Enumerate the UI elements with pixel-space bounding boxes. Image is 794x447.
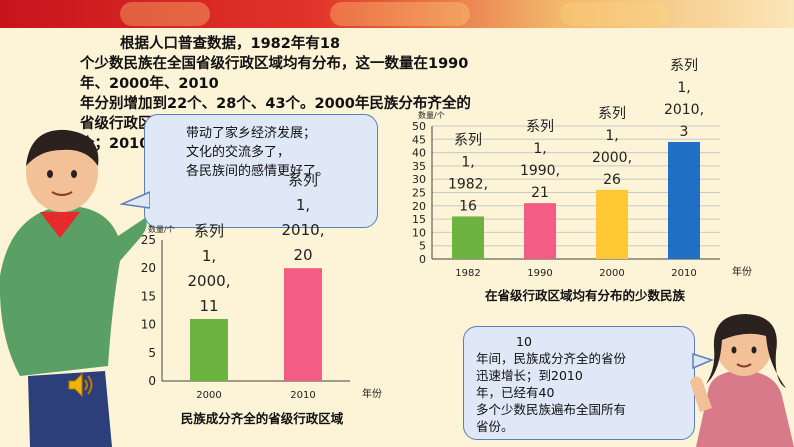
bar-data-label: 2000, (592, 150, 632, 166)
girl-bubble-tail (692, 352, 714, 370)
bar-data-label: 2010, (664, 102, 704, 118)
bar-data-label: 系列 (526, 119, 554, 135)
bar-data-label: 1, (533, 141, 546, 157)
bubble-line: 文化的交流多了， (186, 145, 291, 160)
chart-title: 在省级行政区域均有分布的少数民族 (485, 288, 686, 303)
bubble-line: 省份。 (476, 419, 514, 434)
x-tick-label: 1990 (527, 268, 552, 279)
y-tick-label: 20 (141, 261, 156, 275)
bar-data-label: 1, (677, 80, 690, 96)
bar-data-label: 系列 (454, 132, 482, 148)
bar-data-label: 系列 (288, 171, 318, 189)
y-tick-label: 15 (141, 289, 156, 303)
x-tick-label: 2000 (599, 268, 624, 279)
bar-data-label: 1990, (520, 163, 560, 179)
bar-data-label: 21 (531, 185, 549, 201)
x-axis-label: 年份 (362, 387, 382, 400)
y-tick-label: 10 (141, 318, 156, 332)
boy-bubble-tail (120, 191, 150, 209)
bar (596, 189, 628, 259)
boy-speech-bubble: 带动了家乡经济发展； 文化的交流多了， 各民族间的感情更好了。 (144, 114, 378, 228)
bar-data-label: 26 (603, 172, 621, 188)
x-tick-label: 2000 (196, 390, 221, 401)
speaker-icon[interactable] (66, 370, 96, 400)
banner-decoration (120, 2, 210, 26)
bubble-line: 各民族间的感情更好了。 (186, 164, 330, 179)
bar-data-label: 2010, (282, 221, 325, 239)
bar-data-label: 2000, (188, 272, 231, 290)
bar (284, 268, 322, 381)
girl-speech-bubble: 10 年间，民族成分齐全的省份 迅速增长；到2010 年，已经有40 多个少数民… (463, 326, 695, 440)
y-axis-label: 数量/个 (418, 110, 445, 120)
bar (524, 203, 556, 259)
paragraph-line: 个少数民族在全国省级行政区域均有分布，这一数量在1990年、2000年、2010 (80, 56, 469, 92)
bar-data-label: 系列 (194, 222, 224, 240)
y-tick-label: 25 (412, 187, 426, 200)
bar-data-label: 1, (202, 247, 216, 265)
bar-data-label: 1, (461, 154, 474, 170)
bubble-line: 带动了家乡经济发展； (186, 126, 317, 141)
paragraph-line: 根据人口普查数据，1982年有18 (120, 36, 341, 52)
bubble-line: 年，已经有40 (476, 385, 555, 400)
y-tick-label: 5 (419, 240, 426, 253)
bar-data-label: 1, (605, 128, 618, 144)
y-tick-label: 50 (412, 120, 426, 133)
bar-data-label: 11 (199, 297, 218, 315)
y-axis-label: 数量/个 (148, 224, 175, 234)
bubble-line: 迅速增长；到2010 (476, 368, 583, 383)
x-tick-label: 1982 (455, 268, 480, 279)
bar-data-label: 1982, (448, 176, 488, 192)
bar-data-label: 16 (459, 198, 477, 214)
girl-illustration (690, 314, 794, 447)
banner-decoration (560, 2, 670, 26)
bubble-line: 年间，民族成分齐全的省份 (476, 351, 627, 366)
bubble-line: 多个少数民族遍布全国所有 (476, 402, 627, 417)
y-tick-label: 35 (412, 160, 426, 173)
y-tick-label: 45 (412, 133, 426, 146)
chart-title: 民族成分齐全的省级行政区域 (181, 411, 344, 426)
banner-decoration (330, 2, 470, 26)
bubble-line: 10 (516, 334, 532, 349)
bar-data-label: 3 (680, 124, 689, 140)
bar-data-label: 1, (296, 196, 310, 214)
bar (452, 216, 484, 259)
y-tick-label: 20 (412, 200, 426, 213)
x-tick-label: 2010 (671, 268, 696, 279)
bar-data-label: 系列 (670, 58, 698, 74)
x-axis-label: 年份 (732, 265, 752, 278)
y-tick-label: 5 (148, 346, 156, 360)
bar-data-label: 系列 (598, 106, 626, 122)
bar (190, 318, 228, 381)
top-banner (0, 0, 794, 28)
bar (668, 141, 700, 259)
y-tick-label: 25 (141, 233, 156, 247)
y-tick-label: 30 (412, 173, 426, 186)
y-tick-label: 10 (412, 226, 426, 239)
y-tick-label: 15 (412, 213, 426, 226)
bubble-text: 带动了家乡经济发展； 文化的交流多了， 各民族间的感情更好了。 (186, 124, 329, 181)
y-tick-label: 0 (148, 374, 156, 388)
y-tick-label: 40 (412, 147, 426, 160)
x-tick-label: 2010 (290, 390, 315, 401)
bar-data-label: 20 (293, 246, 312, 264)
y-tick-label: 0 (419, 253, 426, 266)
